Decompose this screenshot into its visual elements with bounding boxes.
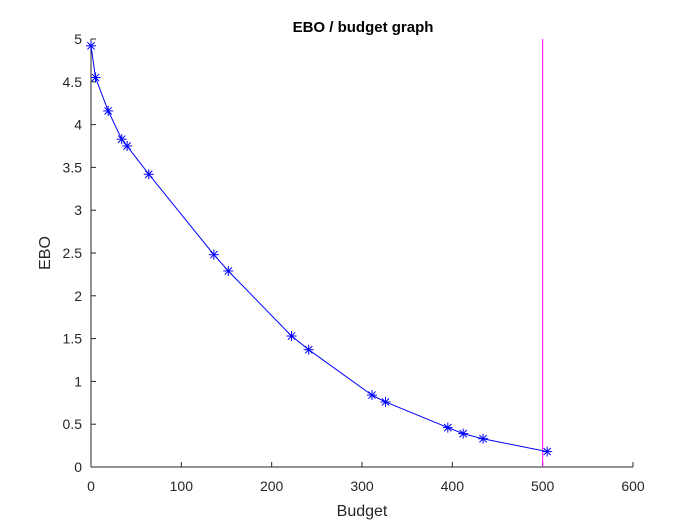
y-tick-label: 2 (74, 288, 82, 304)
data-point-marker (478, 433, 489, 444)
data-point-marker (442, 422, 453, 433)
x-tick-label: 400 (441, 478, 465, 494)
data-point-marker (122, 141, 133, 151)
data-point-marker (366, 390, 377, 401)
data-point-marker (542, 446, 553, 457)
x-tick-label: 0 (87, 478, 95, 494)
x-tick-label: 200 (260, 478, 284, 494)
y-tick-label: 4.5 (63, 74, 83, 90)
data-point-marker (116, 134, 127, 145)
data-point-marker (143, 169, 154, 180)
data-point-marker (380, 396, 391, 407)
data-point-marker (223, 265, 234, 276)
x-axis-label: Budget (337, 503, 388, 520)
y-tick-label: 0.5 (63, 416, 83, 432)
y-tick-label: 3 (74, 202, 82, 218)
y-axis: 0 0.5 1 1.5 2 2.5 3 3.5 4 4.5 5 (63, 31, 96, 475)
y-tick-label: 4 (74, 117, 82, 133)
series-line (90, 45, 548, 453)
x-tick-label: 300 (350, 478, 374, 494)
data-point-marker (208, 249, 219, 260)
chart-title: EBO / budget graph (293, 19, 434, 36)
data-point-marker (86, 40, 96, 51)
y-tick-label: 1 (74, 373, 82, 389)
x-axis: 0 100 200 300 400 500 600 (87, 462, 645, 494)
data-point-marker (303, 344, 314, 355)
x-tick-label: 600 (621, 478, 645, 494)
data-point-marker (90, 72, 101, 83)
y-axis-label: EBO (37, 236, 54, 270)
y-tick-label: 3.5 (63, 159, 83, 175)
x-tick-label: 100 (170, 478, 194, 494)
x-tick-label: 500 (531, 478, 555, 494)
y-tick-label: 1.5 (63, 331, 83, 347)
data-point-marker (103, 105, 114, 116)
y-tick-label: 5 (74, 31, 82, 47)
series-group (86, 40, 553, 457)
data-point-marker (458, 428, 469, 439)
y-tick-label: 2.5 (63, 245, 83, 261)
y-tick-label: 0 (74, 459, 82, 475)
data-point-marker (286, 331, 297, 342)
